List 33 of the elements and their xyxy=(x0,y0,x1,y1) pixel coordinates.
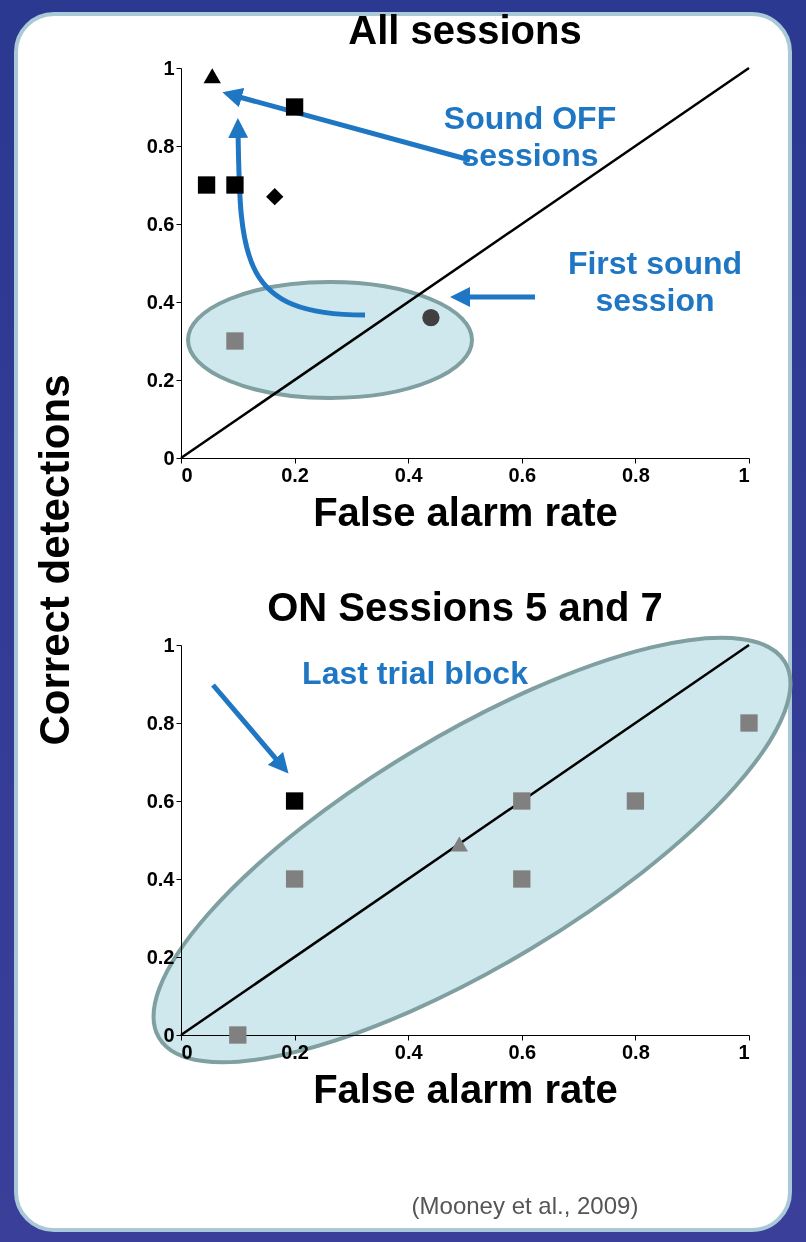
x-tick-label: 0.4 xyxy=(394,1040,424,1063)
x-tick-label: 0.4 xyxy=(394,463,424,486)
y-tick-label: 0.8 xyxy=(146,711,175,734)
text: (Mooney et al., 2009) xyxy=(410,1192,640,1220)
y-tick-label: 1 xyxy=(163,56,175,79)
x-tick-label: 1 xyxy=(738,1040,750,1063)
x-tick-label: 0 xyxy=(181,1040,193,1063)
annotation: Sound OFF sessions xyxy=(442,100,618,174)
y-tick-label: 0 xyxy=(163,446,175,469)
y-tick-label: 0 xyxy=(163,1023,175,1046)
x-axis-title: False alarm rate xyxy=(313,489,618,534)
chart-title: ON Sessions 5 and 7 xyxy=(267,585,663,629)
x-tick-label: 1 xyxy=(738,463,750,486)
x-tick-label: 0.8 xyxy=(621,463,650,486)
chart-title: All sessions xyxy=(348,8,582,52)
y-axis-title: Correct detections xyxy=(31,374,79,746)
y-tick-label: 0.2 xyxy=(146,945,175,968)
y-tick-label: 0.4 xyxy=(146,867,176,890)
x-tick-label: 0.6 xyxy=(508,1040,537,1063)
x-tick-label: 0.6 xyxy=(508,463,537,486)
y-tick-label: 0.4 xyxy=(146,290,176,313)
y-tick-label: 0.2 xyxy=(146,368,175,391)
x-tick-label: 0.8 xyxy=(621,1040,650,1063)
x-axis-title: False alarm rate xyxy=(313,1066,618,1111)
y-tick-label: 0.6 xyxy=(146,212,175,235)
x-tick-label: 0.2 xyxy=(281,1040,310,1063)
x-tick-label: 0 xyxy=(181,463,193,486)
annotation: Last trial block xyxy=(301,655,529,692)
y-tick-label: 1 xyxy=(163,633,175,656)
y-tick-label: 0.8 xyxy=(146,134,175,157)
y-tick-label: 0.6 xyxy=(146,789,175,812)
x-tick-label: 0.2 xyxy=(281,463,310,486)
annotation: First sound session xyxy=(566,245,744,319)
